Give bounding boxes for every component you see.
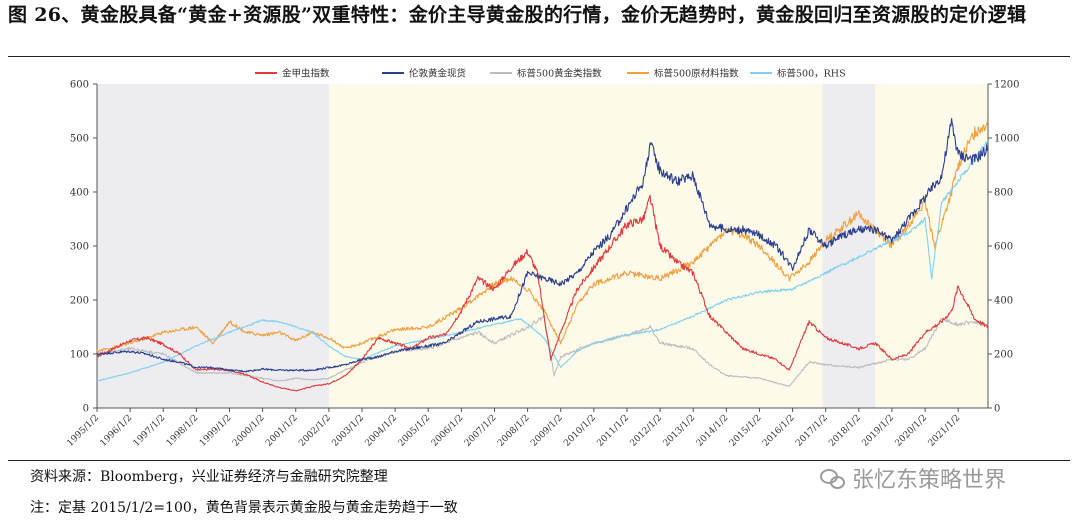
x-tick-label: 2008/1/2 [496, 413, 532, 449]
y-tick-label-left: 300 [70, 242, 89, 253]
series-lines [96, 117, 989, 392]
x-tick-label: 2007/1/2 [463, 413, 499, 449]
y-tick-label-right: 400 [994, 296, 1013, 307]
x-tick-label: 2017/1/2 [794, 413, 830, 449]
background-bands [97, 84, 988, 408]
footer-rule [8, 460, 1070, 461]
x-tick-label: 2002/1/2 [297, 413, 333, 449]
title-rule [8, 56, 1070, 57]
x-tick-label: 1999/1/2 [198, 413, 234, 449]
legend-label-3: 标普500原材料指数 [654, 68, 739, 80]
series-line-3 [96, 121, 989, 353]
watermark-text: 张忆东策略世界 [852, 468, 1007, 493]
background-band-2 [822, 84, 876, 408]
x-tick-label: 2015/1/2 [728, 413, 764, 449]
series-line-1 [96, 117, 989, 373]
x-tick-label: 1996/1/2 [99, 413, 135, 449]
watermark: 张忆东策略世界 [820, 462, 1006, 494]
y-tick-label-right: 600 [994, 242, 1013, 253]
y-tick-label-left: 400 [70, 188, 89, 199]
x-tick-label: 1998/1/2 [165, 413, 201, 449]
x-tick-label: 2003/1/2 [330, 413, 366, 449]
legend-label-4: 标普500，RHS [777, 68, 846, 80]
y-tick-label-right: 1000 [994, 134, 1019, 145]
series-line-4 [96, 140, 989, 382]
gold-stocks-line-chart: 0 100 200 300 400 500 600 0 200 400 600 800 1000 1200… [65, 68, 1019, 449]
y-tick-label-left: 200 [70, 296, 89, 307]
x-tick-label: 2014/1/2 [695, 413, 731, 449]
y-tick-label-left: 0 [83, 404, 89, 415]
background-band-3 [875, 84, 988, 408]
y-tick-label-left: 600 [70, 80, 89, 91]
legend-label-2: 标普500黄金类指数 [517, 68, 602, 80]
x-tick-label: 2001/1/2 [264, 413, 300, 449]
footnote: 注：定基 2015/1/2=100，黄色背景表示黄金股与黄金走势趋于一致 [30, 500, 458, 516]
x-tick-label: 2010/1/2 [562, 413, 598, 449]
y-tick-label-left: 100 [70, 350, 89, 361]
y-tick-label-right: 1200 [994, 80, 1019, 91]
x-tick-label: 2021/1/2 [927, 413, 963, 449]
x-tick-label: 2018/1/2 [827, 413, 863, 449]
y-tick-label-right: 800 [994, 188, 1013, 199]
series-line-0 [96, 194, 989, 392]
x-tick-label: 2006/1/2 [430, 413, 466, 449]
x-tick-label: 1997/1/2 [132, 413, 168, 449]
x-tick-label: 2016/1/2 [761, 413, 797, 449]
wechat-icon [820, 468, 846, 489]
legend-label-1: 伦敦黄金现货 [409, 68, 466, 80]
background-band-1 [328, 84, 823, 408]
series-line-2 [96, 314, 989, 387]
source-note: 资料来源：Bloomberg，兴业证券经济与金融研究院整理 [30, 469, 388, 485]
x-tick-label: 2013/1/2 [662, 413, 698, 449]
y-tick-label-left: 500 [70, 134, 89, 145]
figure-title: 图 26、黄金股具备“黄金+资源股”双重特性：金价主导黄金股的行情，金价无趋势时… [8, 4, 1027, 26]
chart-legend: 金甲虫指数 伦敦黄金现货 标普500黄金类指数 标普500原材料指数 标普500，RHS [255, 68, 846, 80]
legend-label-0: 金甲虫指数 [282, 68, 330, 80]
x-tick-label: 2019/1/2 [860, 413, 896, 449]
x-tick-label: 2011/1/2 [595, 413, 631, 449]
x-tick-label: 2000/1/2 [231, 413, 267, 449]
x-tick-label: 2004/1/2 [364, 413, 400, 449]
x-tick-label: 2005/1/2 [397, 413, 433, 449]
x-tick-label: 1995/1/2 [65, 413, 101, 449]
background-band-0 [97, 84, 329, 408]
x-tick-label: 2009/1/2 [529, 413, 565, 449]
x-tick-label: 2012/1/2 [629, 413, 665, 449]
x-tick-label: 2020/1/2 [894, 413, 930, 449]
y-tick-label-right: 200 [994, 350, 1013, 361]
y-tick-label-right: 0 [994, 404, 1000, 415]
